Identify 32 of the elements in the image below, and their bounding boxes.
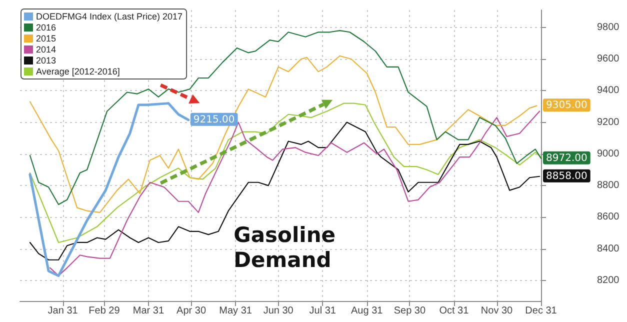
x-tick-label: Jan 31 xyxy=(48,306,78,316)
x-tick-label: Feb 29 xyxy=(88,306,120,316)
x-tick-label: Apr 30 xyxy=(176,306,206,316)
annotation: Gasoline Demand xyxy=(234,222,343,272)
y-tick-label: 9200 xyxy=(597,116,620,128)
annotation: 9305.00 xyxy=(546,100,588,112)
y-tick-label: 8800 xyxy=(597,180,620,192)
x-tick-label: Jun 30 xyxy=(263,306,294,316)
x-tick-label: Sep 30 xyxy=(394,306,426,316)
legend-label: 2014 xyxy=(36,44,56,54)
x-tick-label: Oct 31 xyxy=(439,306,470,316)
x-tick-label: Dec 31 xyxy=(525,306,558,316)
x-tick-label: May 31 xyxy=(219,306,252,316)
x-tick-label: Jul 31 xyxy=(309,306,336,316)
legend-label: 2013 xyxy=(36,56,56,66)
annotation: 8858.00 xyxy=(546,170,588,182)
y-tick-label: 9400 xyxy=(597,85,620,96)
y-tick-label: 8200 xyxy=(597,274,620,286)
annotation: 9215.00 xyxy=(193,114,235,126)
x-tick-label: Aug 31 xyxy=(351,306,384,316)
legend-label: 2015 xyxy=(36,34,56,44)
y-tick-label: 8600 xyxy=(597,212,620,223)
y-tick-label: 9800 xyxy=(597,22,620,33)
legend-label: 2016 xyxy=(36,22,56,32)
annotation: 8972.00 xyxy=(546,152,588,164)
y-tick-label: 9600 xyxy=(597,54,620,65)
y-tick-label: 9000 xyxy=(597,148,620,160)
x-tick-label: Nov 30 xyxy=(480,306,514,316)
legend-label: Average [2012-2016] xyxy=(36,66,120,76)
y-tick-label: 8400 xyxy=(597,243,620,254)
x-tick-label: Mar 31 xyxy=(132,306,164,316)
legend-label: DOEDFMG4 Index (Last Price) 2017 xyxy=(36,12,183,22)
